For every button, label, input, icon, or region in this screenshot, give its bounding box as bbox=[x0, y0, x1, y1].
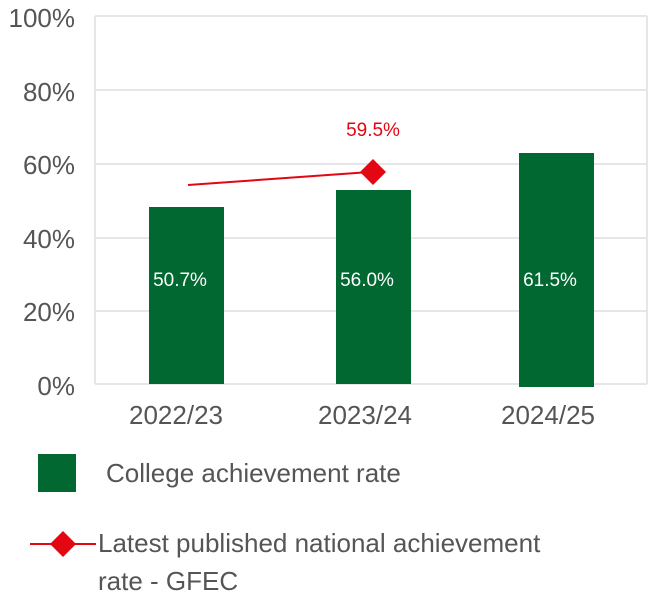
y-tick-40: 40% bbox=[22, 224, 75, 254]
bar-2023-24 bbox=[336, 190, 411, 384]
diamond-marker-icon bbox=[360, 159, 386, 185]
bar-series bbox=[149, 153, 594, 387]
legend-diamond-line-icon bbox=[30, 531, 96, 557]
legend-label-national-line2: rate - GFEC bbox=[98, 566, 239, 596]
legend-label-college: College achievement rate bbox=[106, 458, 401, 488]
legend-item-college: College achievement rate bbox=[38, 454, 401, 492]
x-tick-2023-24: 2023/24 bbox=[318, 400, 412, 430]
bar-label-2022-23: 50.7% bbox=[153, 270, 207, 291]
national-rate-line bbox=[187, 159, 386, 186]
y-tick-20: 20% bbox=[22, 297, 75, 327]
legend-item-national: Latest published national achievement ra… bbox=[30, 524, 540, 600]
y-tick-0: 0% bbox=[37, 371, 75, 401]
legend-square-icon bbox=[38, 454, 76, 492]
legend-label-national-line1: Latest published national achievement bbox=[98, 528, 541, 558]
bar-2022-23 bbox=[149, 207, 224, 384]
bar-2024-25 bbox=[519, 153, 594, 387]
bar-label-2023-24: 56.0% bbox=[340, 270, 394, 291]
line-label-2023-24: 59.5% bbox=[346, 120, 400, 141]
y-tick-100: 100% bbox=[8, 3, 76, 33]
y-tick-80: 80% bbox=[22, 77, 75, 107]
bar-label-2024-25: 61.5% bbox=[523, 270, 577, 291]
x-tick-2024-25: 2024/25 bbox=[501, 400, 595, 430]
x-tick-2022-23: 2022/23 bbox=[129, 400, 223, 430]
y-tick-60: 60% bbox=[22, 150, 75, 180]
